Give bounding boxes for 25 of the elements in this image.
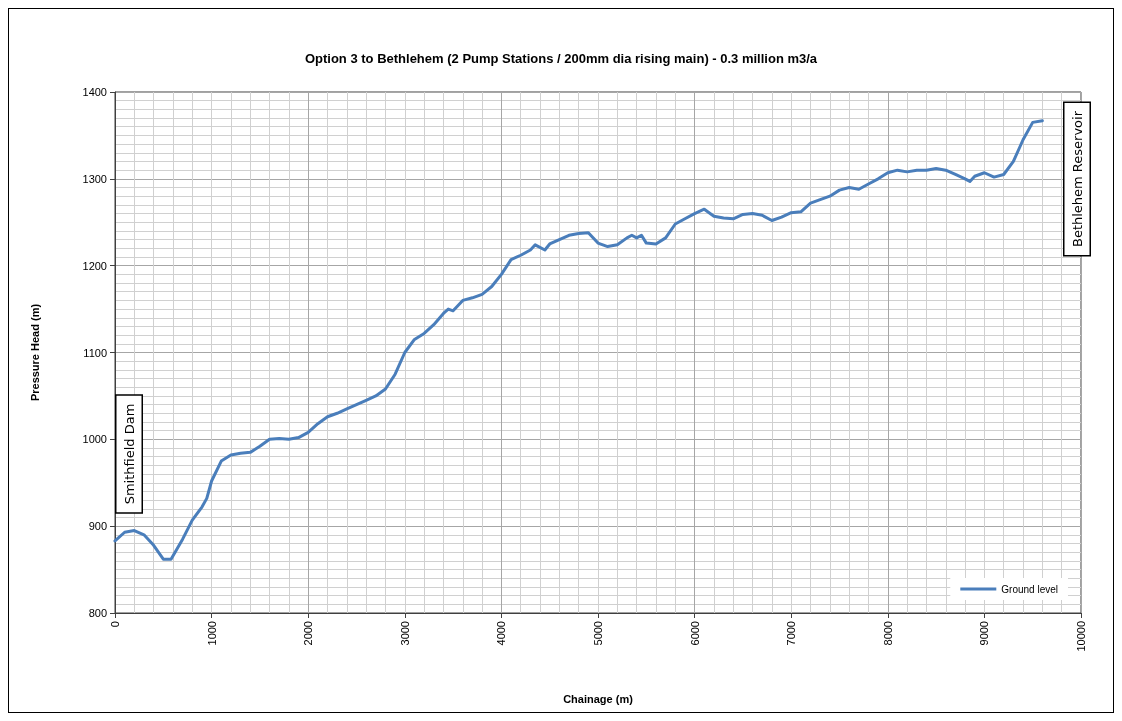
x-tick-label: 3000 [398,621,411,646]
x-tick-label: 5000 [592,621,604,646]
x-tick-label: 0 [109,621,121,628]
annotation: Bethlehem Reservoir [1069,110,1085,248]
y-tick-label: 800 [88,607,107,619]
x-tick-label: 7000 [785,621,798,646]
x-tick-label: 1000 [205,621,218,646]
y-tick-label: 1200 [82,259,107,272]
x-tick-label: 2000 [302,621,315,646]
annotation: Smithfield Dam [121,403,137,505]
x-tick-label: 10000 [1075,621,1087,652]
x-tick-label: 6000 [688,621,701,646]
y-tick-label: 1400 [82,86,107,98]
y-tick-label: 900 [88,520,107,533]
legend-label: Ground level [1001,583,1058,595]
x-tick-label: 4000 [495,621,508,646]
y-tick-label: 1100 [83,346,107,359]
line-series [113,119,1044,561]
x-axis-title: Chainage (m) [563,692,634,705]
x-tick-label: 8000 [881,621,894,646]
x-tick-label: 9000 [978,621,991,646]
y-tick-label: 1000 [82,433,107,446]
y-axis-title: Pressure Head (m) [28,303,41,402]
chart-title: Option 3 to Bethlehem (2 Pump Stations / 200mm dia rising main) - 0.3 million m3/a [304,51,818,66]
y-tick-label: 1300 [82,172,107,185]
